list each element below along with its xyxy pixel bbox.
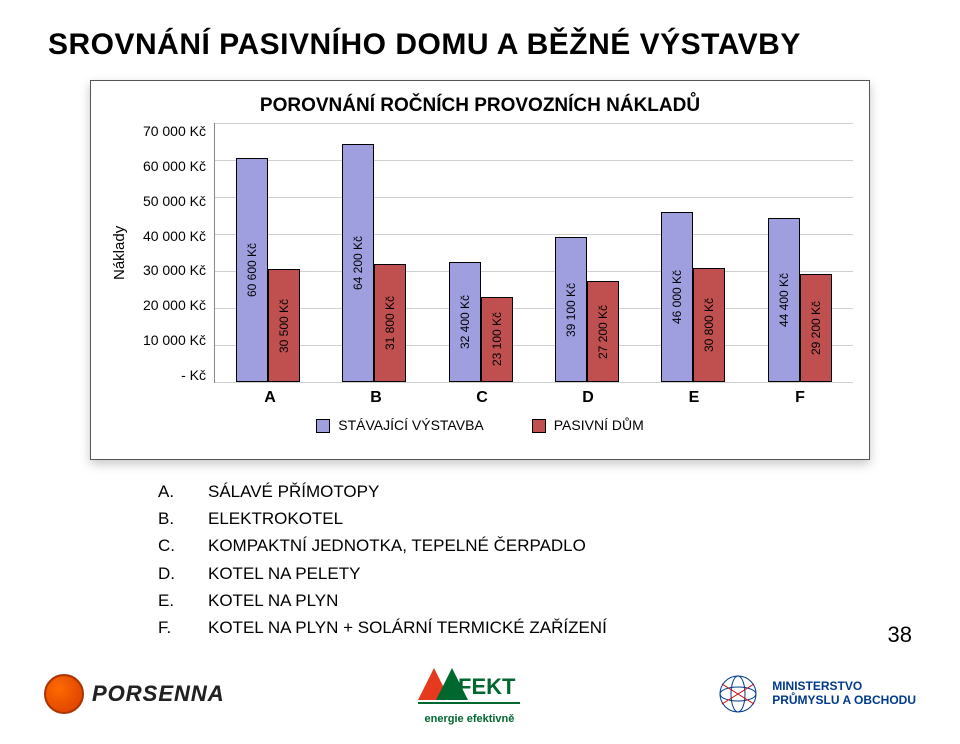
x-tick: D [535,383,641,407]
mpo-line1: MINISTERSTVO [772,680,916,694]
bar-group: 39 100 Kč 27 200 Kč [534,123,640,382]
y-axis-ticks: 70 000 Kč 60 000 Kč 50 000 Kč 40 000 Kč 30 0… [128,123,214,383]
bar: 30 500 Kč [268,269,300,382]
y-tick: 20 000 Kč [128,297,206,313]
bar: 27 200 Kč [587,281,619,382]
legend-swatch [532,419,546,433]
x-tick: F [747,383,853,407]
list-label: SÁLAVÉ PŘÍMOTOPY [208,478,379,505]
list-item: C. KOMPAKTNÍ JEDNOTKA, TEPELNÉ ČERPADLO [158,532,912,559]
bar-value-label: 30 500 Kč [277,299,291,353]
y-tick: 30 000 Kč [128,262,206,278]
list-item: D. KOTEL NA PELETY [158,560,912,587]
bar-value-label: 30 800 Kč [702,298,716,352]
y-tick: 70 000 Kč [128,123,206,139]
page-title: SROVNÁNÍ PASIVNÍHO DOMU A BĚŽNÉ VÝSTAVBY [48,28,912,62]
logo-porsenna: PORSENNA [44,674,225,714]
y-tick: 10 000 Kč [128,332,206,348]
page-number: 38 [888,622,912,648]
bar-value-label: 64 200 Kč [351,236,365,290]
bar-value-label: 23 100 Kč [490,312,504,366]
legend-label: PASIVNÍ DŮM [554,417,644,433]
mpo-globe-icon [714,670,762,718]
y-axis-label: Náklady [107,123,128,383]
bar: 39 100 Kč [555,237,587,382]
y-tick: 50 000 Kč [128,193,206,209]
bar: 46 000 Kč [661,212,693,382]
list-key: B. [158,505,180,532]
logo-mpo: MINISTERSTVO PRŮMYSLU A OBCHODU [714,670,916,718]
mpo-line2: PRŮMYSLU A OBCHODU [772,694,916,708]
bar-value-label: 29 200 Kč [809,301,823,355]
legend-label: STÁVAJÍCÍ VÝSTAVBA [338,417,483,433]
plot-area: 60 600 Kč 30 500 Kč 64 200 Kč 31 800 Kč 32 4… [214,123,853,383]
bar: 64 200 Kč [342,144,374,382]
list-item: F. KOTEL NA PLYN + SOLÁRNÍ TERMICKÉ ZAŘÍZ… [158,614,912,641]
bar-group: 32 400 Kč 23 100 Kč [428,123,534,382]
legend-item: PASIVNÍ DŮM [532,417,644,433]
list-item: A. SÁLAVÉ PŘÍMOTOPY [158,478,912,505]
chart-title: POROVNÁNÍ ROČNÍCH PROVOZNÍCH NÁKLADŮ [107,95,853,117]
bar-value-label: 27 200 Kč [596,305,610,359]
legend-swatch [316,419,330,433]
category-list: A. SÁLAVÉ PŘÍMOTOPY B. ELEKTROKOTEL C. KOMPAK… [158,478,912,641]
y-tick: 40 000 Kč [128,228,206,244]
porsenna-text: PORSENNA [92,681,225,707]
x-tick: A [217,383,323,407]
list-key: E. [158,587,180,614]
bar-value-label: 32 400 Kč [458,295,472,349]
list-key: F. [158,614,180,641]
bar: 60 600 Kč [236,158,268,382]
efekt-subtitle: energie efektivně [414,713,524,725]
y-tick: 60 000 Kč [128,158,206,174]
x-axis: ABCDEF [217,383,853,407]
list-item: E. KOTEL NA PLYN [158,587,912,614]
bar-value-label: 39 100 Kč [564,283,578,337]
bar-group: 64 200 Kč 31 800 Kč [321,123,427,382]
bar-group: 46 000 Kč 30 800 Kč [640,123,746,382]
bar: 32 400 Kč [449,262,481,382]
list-key: D. [158,560,180,587]
logo-efekt: FEKT energie efektivně [414,664,524,725]
efekt-icon: FEKT [414,664,524,708]
legend: STÁVAJÍCÍ VÝSTAVBA PASIVNÍ DŮM [107,417,853,433]
svg-text:FEKT: FEKT [458,674,516,699]
list-label: ELEKTROKOTEL [208,505,343,532]
bar-group: 44 400 Kč 29 200 Kč [747,123,853,382]
x-tick: E [641,383,747,407]
list-label: KOTEL NA PELETY [208,560,360,587]
list-label: KOTEL NA PLYN [208,587,338,614]
porsenna-badge-icon [44,674,84,714]
bar: 29 200 Kč [800,274,832,382]
footer: PORSENNA FEKT energie efektivně MINISTER… [0,656,960,732]
bar: 31 800 Kč [374,264,406,382]
list-label: KOTEL NA PLYN + SOLÁRNÍ TERMICKÉ ZAŘÍZEN… [208,614,607,641]
x-tick: B [323,383,429,407]
bar-group: 60 600 Kč 30 500 Kč [215,123,321,382]
y-tick: - Kč [128,367,206,383]
bar: 30 800 Kč [693,268,725,382]
list-label: KOMPAKTNÍ JEDNOTKA, TEPELNÉ ČERPADLO [208,532,586,559]
legend-item: STÁVAJÍCÍ VÝSTAVBA [316,417,483,433]
bar-value-label: 46 000 Kč [670,270,684,324]
bar: 44 400 Kč [768,218,800,382]
chart-card: POROVNÁNÍ ROČNÍCH PROVOZNÍCH NÁKLADŮ Nák… [90,80,870,460]
bar-value-label: 60 600 Kč [245,243,259,297]
list-item: B. ELEKTROKOTEL [158,505,912,532]
x-tick: C [429,383,535,407]
bar: 23 100 Kč [481,297,513,382]
list-key: C. [158,532,180,559]
list-key: A. [158,478,180,505]
bar-value-label: 44 400 Kč [777,273,791,327]
bar-value-label: 31 800 Kč [383,296,397,350]
